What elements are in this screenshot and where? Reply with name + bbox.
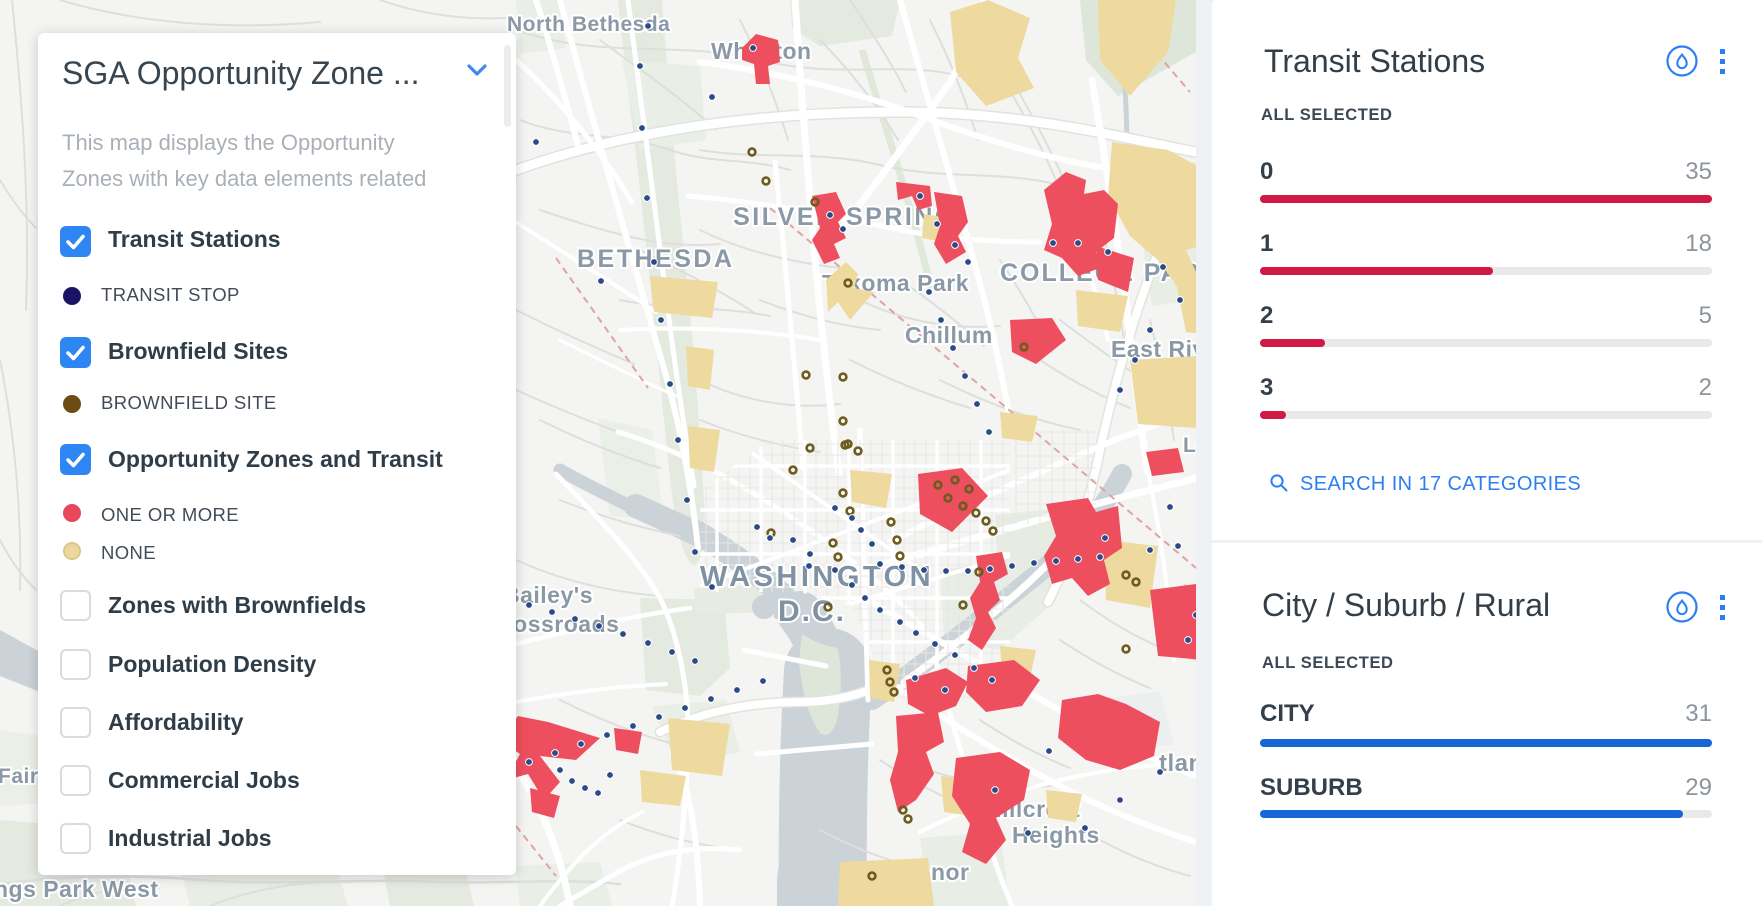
svg-text:BETHESDA: BETHESDA — [577, 245, 735, 273]
svg-text:Landover: Landover — [1183, 434, 1196, 457]
svg-text:Bailey's: Bailey's — [503, 582, 593, 608]
svg-text:Kings Park West: Kings Park West — [0, 876, 159, 902]
svg-text:North Bethesda: North Bethesda — [507, 13, 670, 36]
svg-text:tland: tland — [1159, 750, 1196, 777]
svg-text:Chillum: Chillum — [905, 322, 993, 348]
svg-text:D.C.: D.C. — [778, 595, 846, 628]
svg-text:WASHINGTON: WASHINGTON — [700, 561, 934, 593]
